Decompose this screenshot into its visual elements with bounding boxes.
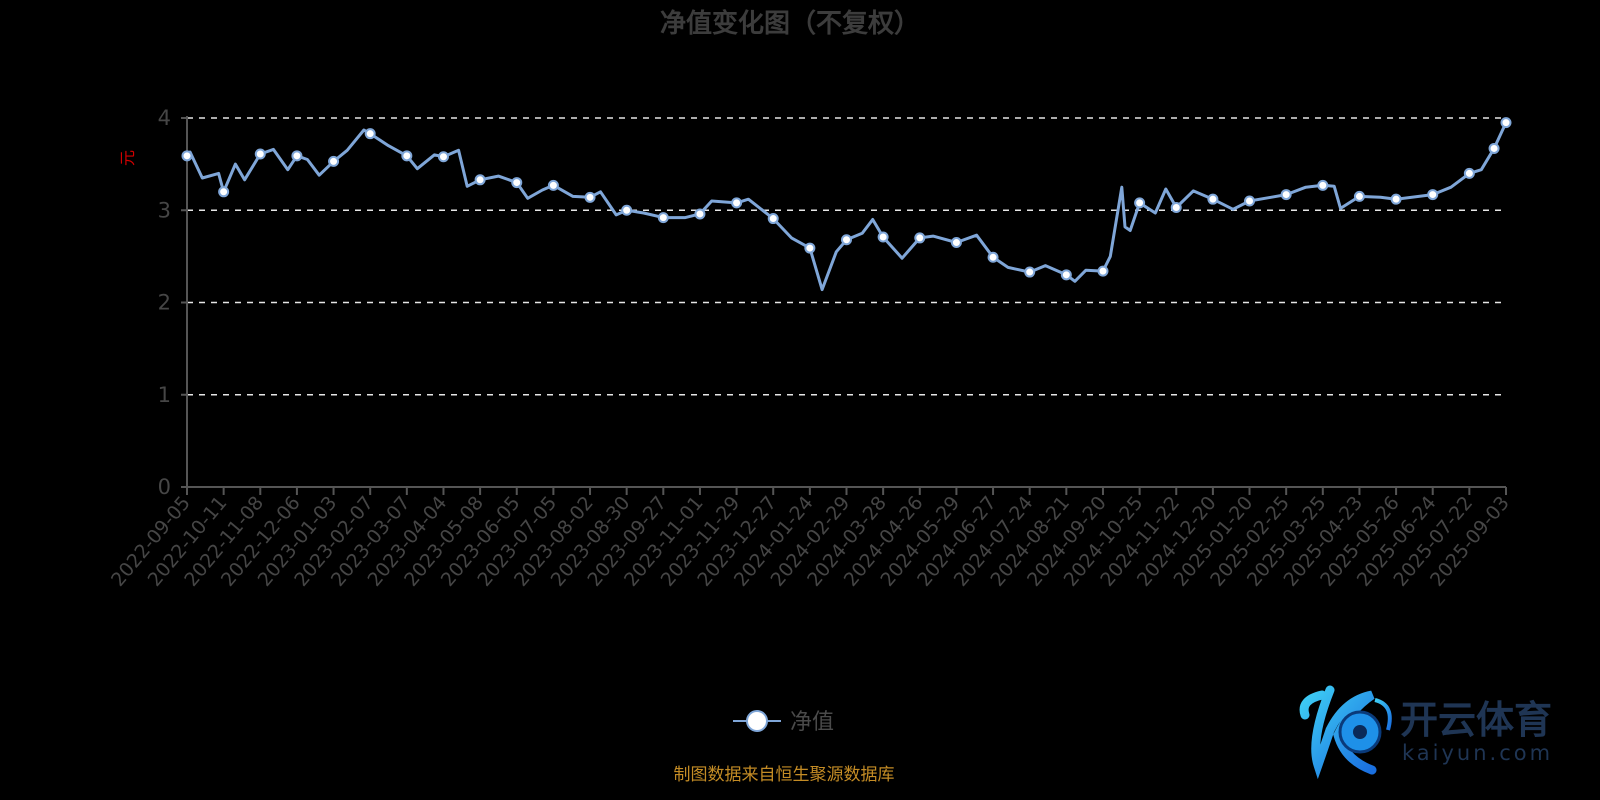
data-point-marker (1024, 266, 1036, 278)
data-point-marker (364, 128, 376, 140)
chart-title: 净值变化图（不复权） (660, 8, 920, 39)
data-point-marker (218, 186, 230, 198)
y-tick-label: 1 (158, 383, 171, 407)
data-point-marker (1500, 117, 1512, 129)
data-point-marker (584, 191, 596, 203)
watermark-cn: 开云体育 (1400, 698, 1552, 742)
data-point-marker (1390, 193, 1402, 205)
data-point-marker (1207, 193, 1219, 205)
legend-item-nav[interactable]: 净值 (733, 710, 834, 735)
data-point-marker (401, 150, 413, 162)
data-point-marker (621, 204, 633, 216)
data-point-marker (181, 150, 193, 162)
watermark-en: kaiyun.com (1402, 741, 1553, 765)
data-point-marker (987, 251, 999, 263)
data-point-marker (950, 237, 962, 249)
data-point-marker (1317, 179, 1329, 191)
data-point-marker (474, 174, 486, 186)
kaiyun-watermark-logo: 开云体育 kaiyun.com (1299, 685, 1553, 780)
data-point-marker (694, 208, 706, 220)
data-point-marker (841, 234, 852, 246)
data-point-marker (1060, 269, 1072, 281)
data-point-marker (1244, 195, 1256, 207)
data-point-marker (328, 155, 340, 167)
data-point-marker (547, 179, 559, 191)
legend-label: 净值 (790, 710, 834, 735)
data-point-marker (1488, 142, 1500, 154)
data-point-marker (254, 148, 266, 160)
data-source-note: 制图数据来自恒生聚源数据库 (674, 765, 895, 785)
legend-marker-icon (746, 710, 768, 732)
data-point-marker (1353, 190, 1365, 202)
data-point-marker (1097, 265, 1109, 277)
data-point-marker (877, 231, 889, 243)
data-point-marker (767, 213, 779, 225)
data-point-marker (914, 232, 926, 244)
y-tick-label: 4 (158, 106, 171, 130)
data-point-marker (1134, 197, 1146, 209)
series-line (185, 121, 1508, 292)
data-point-marker (511, 177, 523, 189)
y-axis-name: 元 (118, 150, 137, 166)
grid-lines (187, 117, 1506, 396)
data-point-marker (1280, 189, 1292, 201)
data-point-marker (1427, 189, 1439, 201)
data-point-marker (291, 150, 303, 162)
data-point-marker (1463, 167, 1475, 179)
y-tick-label: 2 (158, 291, 171, 315)
data-point-marker (657, 212, 669, 224)
y-tick-label: 0 (158, 475, 171, 499)
data-point-marker (1170, 201, 1182, 213)
y-tick-label: 3 (158, 198, 171, 222)
series-nav (181, 117, 1512, 292)
y-axis: 0 1 2 3 4 (158, 106, 188, 499)
data-point-marker (804, 242, 816, 254)
data-point-marker (437, 151, 449, 163)
x-axis: 2022-09-052022-10-112022-11-082022-12-06… (107, 486, 1514, 591)
data-point-marker (731, 197, 743, 209)
